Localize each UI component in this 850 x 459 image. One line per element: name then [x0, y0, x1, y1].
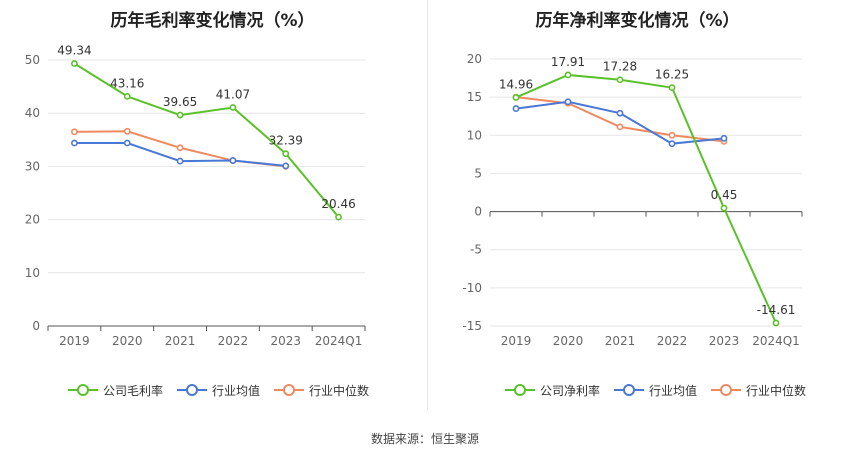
data-label: 16.25: [655, 68, 689, 82]
legend-item-industry-mean[interactable]: 行业均值: [177, 382, 260, 399]
data-label: 32.39: [269, 134, 303, 148]
legend-item-industry-median[interactable]: 行业中位数: [711, 382, 806, 399]
data-point: [282, 162, 290, 170]
y-tick-label: 10: [467, 128, 482, 142]
chart-title-net-margin: 历年净利率变化情况（%）: [535, 11, 740, 31]
chart-divider: [427, 0, 428, 410]
x-tick-label: 2021: [605, 334, 636, 348]
x-tick-label: 2020: [112, 334, 143, 348]
data-label: 17.28: [603, 60, 637, 74]
y-tick-label: 20: [25, 213, 40, 227]
legend-item-company-gross-margin[interactable]: 公司毛利率: [68, 382, 163, 399]
data-point: [512, 105, 520, 112]
x-tick-label: 2024Q1: [752, 334, 800, 348]
legend-label: 行业中位数: [309, 383, 370, 398]
data-point: [564, 71, 572, 79]
legend-label: 公司毛利率: [103, 383, 164, 398]
legend-item-industry-mean[interactable]: 行业均值: [614, 382, 697, 399]
x-tick-label: 2019: [59, 334, 90, 348]
data-point: [668, 140, 676, 148]
data-label: 49.34: [57, 44, 91, 58]
legend-label: 行业中位数: [746, 383, 807, 398]
legend-line-icon: [68, 384, 98, 396]
y-tick-label: 50: [25, 53, 40, 67]
legend-line-icon: [177, 384, 208, 396]
data-label: 41.07: [216, 88, 250, 102]
data-point: [123, 139, 131, 147]
y-tick-label: 0: [32, 319, 40, 333]
data-label: 17.91: [551, 55, 585, 69]
y-tick-label: -10: [462, 281, 482, 295]
data-point: [668, 131, 676, 139]
y-tick-label: 5: [474, 166, 482, 180]
legend-line-icon: [614, 384, 645, 396]
net-margin-legend: 公司净利率 行业均值 行业中位数: [505, 380, 820, 400]
legend-line-icon: [505, 384, 535, 396]
data-point: [512, 94, 520, 101]
x-tick-label: 2019: [501, 334, 532, 348]
x-tick-label: 2022: [657, 334, 688, 348]
y-tick-label: -15: [462, 319, 482, 333]
series-line: [73, 62, 340, 218]
y-tick-label: 0: [474, 205, 482, 219]
y-tick-label: -5: [470, 243, 482, 257]
data-point: [772, 319, 780, 327]
data-point: [616, 76, 624, 84]
data-point: [282, 150, 290, 158]
legend-label: 行业均值: [649, 383, 698, 398]
x-tick-label: 2023: [270, 334, 301, 348]
y-tick-label: 30: [25, 159, 40, 173]
data-point: [616, 109, 624, 117]
data-point: [335, 213, 342, 221]
data-point: [668, 84, 676, 92]
legend-item-industry-median[interactable]: 行业中位数: [274, 382, 369, 399]
y-tick-label: 10: [25, 266, 40, 280]
gross-margin-chart: 0 10 20 30 40 50 2019 2020 2021 2022 2023 2024Q1 49.…: [25, 44, 366, 348]
data-label: 14.96: [499, 77, 533, 91]
legend-label: 行业均值: [212, 383, 261, 398]
data-point: [720, 204, 728, 212]
legend-line-icon: [274, 384, 305, 396]
data-label: 39.65: [163, 95, 197, 109]
y-tick-label: 20: [467, 52, 482, 66]
data-point: [71, 139, 78, 147]
x-tick-label: 2022: [218, 334, 249, 348]
chart-title-gross-margin: 历年毛利率变化情况（%）: [110, 11, 315, 31]
data-point: [123, 92, 131, 100]
data-label: -14.61: [757, 303, 796, 317]
x-tick-label: 2020: [553, 334, 584, 348]
data-point: [71, 60, 78, 67]
legend-line-icon: [711, 384, 742, 396]
data-point: [176, 144, 184, 152]
y-tick-label: 40: [25, 106, 40, 120]
data-label: 0.45: [711, 188, 738, 202]
series-line: [515, 73, 777, 324]
data-point: [123, 127, 131, 135]
data-point: [229, 157, 237, 164]
x-tick-label: 2024Q1: [315, 334, 363, 348]
data-label: 20.46: [321, 197, 355, 211]
data-point: [616, 123, 624, 131]
legend-label: 公司净利率: [540, 383, 601, 398]
x-tick-label: 2023: [709, 334, 740, 348]
data-point: [71, 128, 78, 136]
x-tick-label: 2021: [165, 334, 196, 348]
data-point: [564, 98, 572, 106]
data-point: [229, 104, 237, 111]
y-tick-label: 15: [467, 90, 482, 104]
data-point: [176, 157, 184, 165]
data-point: [176, 111, 184, 119]
gross-margin-legend: 公司毛利率 行业均值 行业中位数: [68, 380, 383, 400]
data-label: 43.16: [110, 76, 144, 90]
data-source-note: 数据来源：恒生聚源: [370, 432, 479, 446]
legend-item-company-net-margin[interactable]: 公司净利率: [505, 382, 600, 399]
net-margin-chart: -15 -10 -5 0 5 10 15 20 2019 2020 2021 2022 2023 2024…: [462, 52, 803, 348]
data-point: [720, 134, 728, 142]
